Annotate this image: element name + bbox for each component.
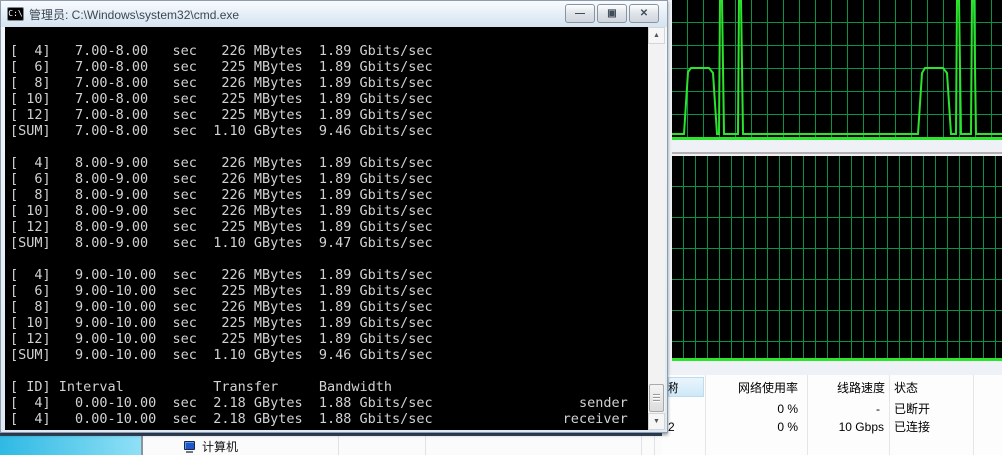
console-scrollbar[interactable]: ▲ ▼ <box>648 27 665 430</box>
adapter-name-column-header[interactable] <box>668 377 704 397</box>
adapter-name-fragment: 2 <box>668 420 675 434</box>
restore-button[interactable]: ▣ <box>597 4 627 23</box>
column-header-state[interactable]: 状态 <box>894 381 919 395</box>
pane-separator <box>654 436 655 455</box>
computer-icon <box>183 440 196 453</box>
column-header-link-speed[interactable]: 线路速度 <box>836 381 885 395</box>
minimize-button[interactable]: — <box>565 4 595 23</box>
network-usage-value: 0 % <box>777 420 798 434</box>
pane-separator <box>425 436 426 455</box>
computer-tree-item[interactable]: 计算机 <box>183 438 273 455</box>
scroll-down-button[interactable]: ▼ <box>648 413 665 430</box>
column-separator <box>889 375 890 455</box>
window-shadow <box>0 433 662 436</box>
computer-label: 计算机 <box>202 440 239 454</box>
state-value: 已断开 <box>894 402 931 416</box>
cmd-icon: C:\ <box>7 7 24 21</box>
network-usage-line <box>672 0 1002 135</box>
window-title: 管理员: C:\Windows\system32\cmd.exe <box>29 7 240 22</box>
adapter-name-header-fragment: 称 <box>668 381 678 395</box>
pane-separator <box>641 436 642 455</box>
console-text: [ 4] 7.00-8.00 sec 226 MBytes 1.89 Gbits… <box>10 43 628 427</box>
cmd-window: C:\ 管理员: C:\Windows\system32\cmd.exe — ▣… <box>0 0 668 433</box>
desktop-background-sliver <box>0 436 143 455</box>
link-speed-value: 10 Gbps <box>838 420 884 434</box>
column-header-network-usage[interactable]: 网络使用率 <box>737 381 798 395</box>
network-usage-value: 0 % <box>777 402 798 416</box>
console-output[interactable]: [ 4] 7.00-8.00 sec 226 MBytes 1.89 Gbits… <box>5 27 648 430</box>
network-usage-graph-1 <box>672 0 1002 140</box>
column-separator <box>705 375 706 455</box>
network-usage-graph-2 <box>672 156 1002 361</box>
scrollbar-thumb[interactable] <box>649 384 664 412</box>
graph-divider <box>672 152 1002 154</box>
scroll-up-button[interactable]: ▲ <box>648 27 665 44</box>
pane-separator <box>338 436 339 455</box>
state-value: 已连接 <box>894 420 931 434</box>
link-speed-value: - <box>876 402 880 416</box>
title-bar[interactable]: C:\ 管理员: C:\Windows\system32\cmd.exe — ▣… <box>1 1 667 27</box>
adapter-table <box>662 375 1002 455</box>
column-separator <box>807 375 808 455</box>
column-separator <box>973 375 974 455</box>
close-button[interactable]: ✕ <box>629 4 659 23</box>
explorer-window-sliver <box>0 436 662 455</box>
